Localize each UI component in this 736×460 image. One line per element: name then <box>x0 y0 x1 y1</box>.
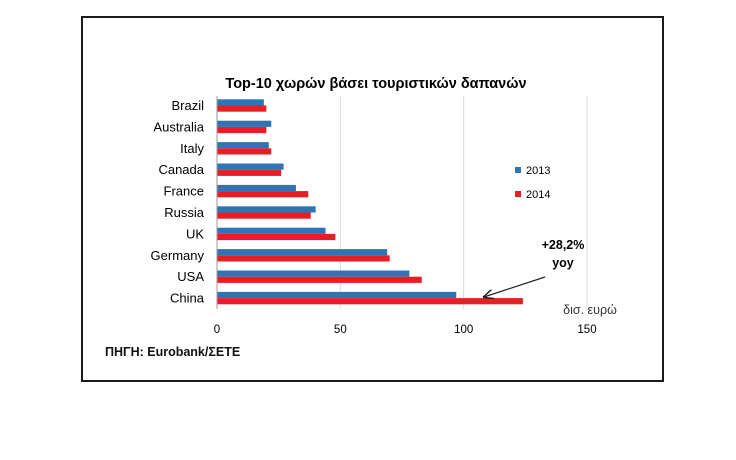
category-label-germany: Germany <box>151 248 205 263</box>
x-unit-label: δισ. ευρώ <box>563 303 617 317</box>
bar-uk-2013 <box>217 227 326 234</box>
bar-italy-2014 <box>217 148 272 155</box>
category-label-brazil: Brazil <box>171 98 204 113</box>
bars <box>217 99 523 305</box>
annotation-line-1: +28,2% <box>542 238 585 252</box>
bar-china-2013 <box>217 291 457 299</box>
annotation: +28,2% yoy <box>484 238 584 297</box>
chart-title: Top-10 χωρών βάσει τουριστικών δαπανών <box>225 76 526 92</box>
bar-brazil-2014 <box>217 105 267 112</box>
category-label-france: France <box>164 184 204 199</box>
bar-russia-2014 <box>217 212 311 219</box>
category-labels: Brazil Australia Italy Canada France Russia UK… <box>151 98 205 306</box>
bar-china-2014 <box>217 298 523 305</box>
bar-usa-2013 <box>217 270 410 277</box>
annotation-line-2: yoy <box>552 256 574 270</box>
x-tick-label-100: 100 <box>454 324 473 336</box>
bar-canada-2014 <box>217 169 282 176</box>
legend: 2013 2014 <box>515 165 550 201</box>
bar-usa-2014 <box>217 276 422 283</box>
bar-france-2014 <box>217 191 309 198</box>
bar-uk-2014 <box>217 233 336 241</box>
x-tick-label-150: 150 <box>577 324 596 336</box>
x-tick-label-50: 50 <box>334 324 347 336</box>
category-label-australia: Australia <box>153 119 204 134</box>
source-note: ΠΗΓΗ: Eurobank/ΣΕΤΕ <box>105 345 241 359</box>
category-label-canada: Canada <box>158 162 204 177</box>
category-label-usa: USA <box>177 269 204 284</box>
bar-brazil-2013 <box>217 99 264 106</box>
bar-italy-2013 <box>217 142 269 149</box>
category-label-china: China <box>170 291 205 306</box>
chart-frame <box>81 16 664 382</box>
annotation-arrow <box>484 276 546 297</box>
legend-swatch-2014 <box>515 191 521 197</box>
bar-germany-2013 <box>217 249 388 256</box>
bar-russia-2013 <box>217 206 316 213</box>
bar-france-2013 <box>217 184 296 192</box>
legend-label-2014: 2014 <box>526 189 550 201</box>
bar-canada-2013 <box>217 163 284 170</box>
category-label-uk: UK <box>186 226 204 241</box>
bar-australia-2013 <box>217 120 272 127</box>
legend-label-2013: 2013 <box>526 165 550 177</box>
category-label-italy: Italy <box>180 141 204 156</box>
bar-australia-2014 <box>217 126 267 134</box>
x-axis-ticks: 0 50 100 150 <box>214 324 597 336</box>
legend-swatch-2013 <box>515 167 521 173</box>
category-label-russia: Russia <box>164 205 205 220</box>
x-tick-label-0: 0 <box>214 324 220 336</box>
bar-germany-2014 <box>217 255 390 262</box>
